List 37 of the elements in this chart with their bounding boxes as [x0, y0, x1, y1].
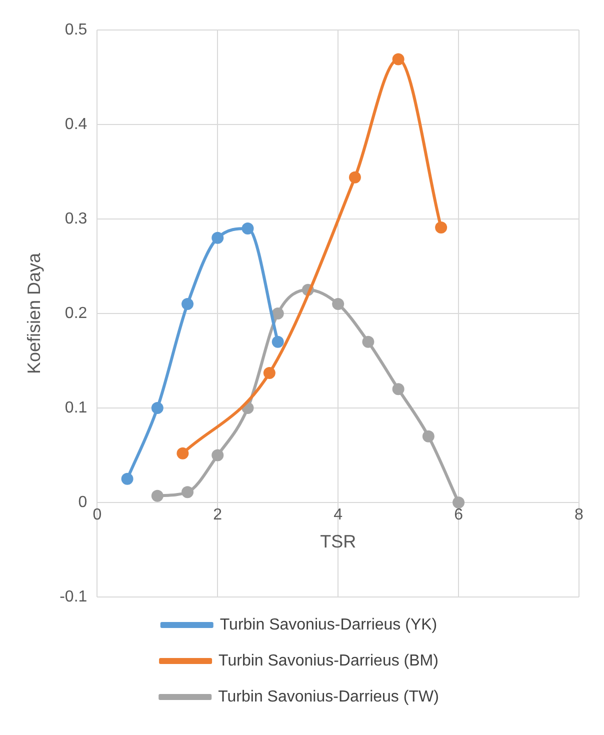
- y-tick-label: 0: [78, 494, 88, 511]
- point: [392, 53, 404, 66]
- point: [348, 171, 361, 184]
- legend-label: Turbin Savonius-Darrieus (BM): [218, 652, 438, 670]
- legend-label: Turbin Savonius-Darrieus (TW): [218, 688, 439, 706]
- point: [242, 222, 254, 234]
- y-tick-label: 0.3: [64, 210, 88, 228]
- point: [422, 430, 434, 442]
- point: [212, 232, 224, 244]
- x-axis-title: TSR: [320, 531, 356, 552]
- y-tick-label: 0.1: [64, 399, 88, 416]
- y-tick-label: 0.2: [64, 304, 88, 322]
- x-tick-label: 4: [334, 506, 343, 524]
- point: [392, 383, 404, 396]
- x-tick-label: 2: [213, 506, 222, 524]
- point: [121, 472, 134, 485]
- point: [435, 222, 448, 234]
- point: [362, 336, 374, 348]
- point: [452, 496, 465, 508]
- x-tick-label: 8: [574, 506, 584, 524]
- point: [332, 298, 344, 310]
- point: [151, 402, 164, 414]
- point: [182, 486, 194, 498]
- y-axis-title: Koefisien Daya: [24, 252, 44, 374]
- point: [272, 308, 284, 320]
- x-tick-label: 6: [454, 506, 464, 524]
- point: [182, 298, 194, 310]
- legend-label: Turbin Savonius-Darrieus (YK): [220, 616, 438, 634]
- x-tick-label: 0: [92, 506, 102, 524]
- point: [176, 447, 189, 460]
- y-tick-label: -0.1: [60, 588, 88, 606]
- y-tick-label: 0.4: [64, 116, 88, 133]
- y-tick-label: 0.5: [64, 21, 88, 38]
- point: [151, 490, 164, 502]
- point: [272, 336, 284, 348]
- point: [263, 367, 276, 380]
- point: [212, 449, 224, 462]
